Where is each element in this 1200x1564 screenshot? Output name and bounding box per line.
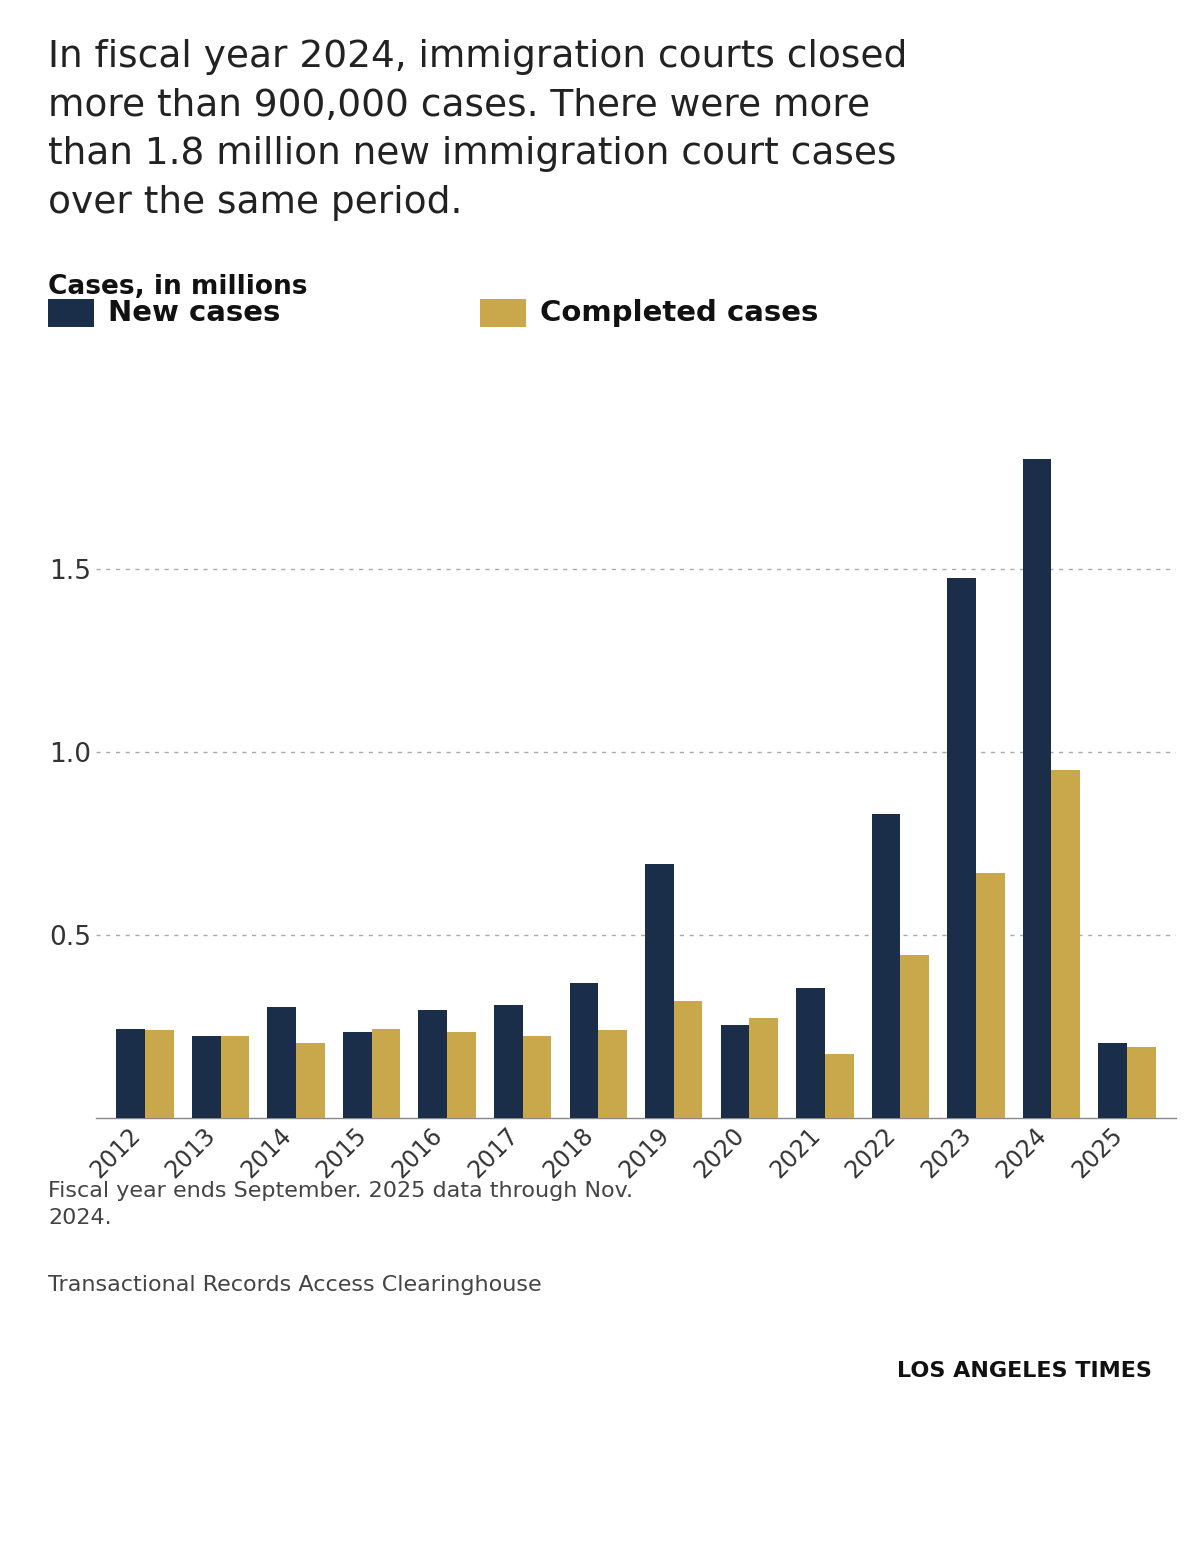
Bar: [221, 1035, 250, 1118]
Bar: [145, 1031, 174, 1118]
Bar: [1022, 460, 1051, 1118]
Text: Fiscal year ends September. 2025 data through Nov.
2024.: Fiscal year ends September. 2025 data th…: [48, 1181, 634, 1228]
Bar: [1098, 1043, 1127, 1118]
Text: New cases: New cases: [108, 299, 281, 327]
Bar: [599, 1031, 626, 1118]
Bar: [343, 1032, 372, 1118]
Bar: [116, 1029, 145, 1118]
Bar: [570, 982, 599, 1118]
Bar: [796, 988, 824, 1118]
Bar: [646, 863, 673, 1118]
Bar: [448, 1032, 476, 1118]
Bar: [419, 1010, 448, 1118]
Bar: [947, 579, 976, 1118]
Text: Cases, in millions: Cases, in millions: [48, 274, 307, 300]
Bar: [720, 1024, 749, 1118]
Text: Completed cases: Completed cases: [540, 299, 818, 327]
Bar: [749, 1018, 778, 1118]
Bar: [523, 1035, 552, 1118]
Bar: [372, 1029, 401, 1118]
Text: LOS ANGELES TIMES: LOS ANGELES TIMES: [898, 1361, 1152, 1381]
Bar: [268, 1007, 296, 1118]
Bar: [1051, 771, 1080, 1118]
Bar: [824, 1054, 853, 1118]
Bar: [192, 1035, 221, 1118]
Bar: [871, 815, 900, 1118]
Bar: [976, 873, 1004, 1118]
Bar: [494, 1004, 523, 1118]
Bar: [296, 1043, 325, 1118]
Bar: [900, 956, 929, 1118]
Text: In fiscal year 2024, immigration courts closed
more than 900,000 cases. There we: In fiscal year 2024, immigration courts …: [48, 39, 907, 221]
Text: Transactional Records Access Clearinghouse: Transactional Records Access Clearinghou…: [48, 1275, 541, 1295]
Bar: [673, 1001, 702, 1118]
Bar: [1127, 1046, 1156, 1118]
